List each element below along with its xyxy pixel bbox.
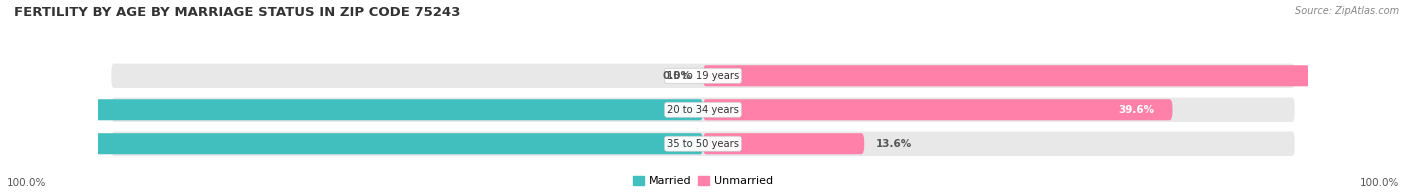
FancyBboxPatch shape [0, 133, 703, 154]
FancyBboxPatch shape [0, 99, 703, 120]
Text: 20 to 34 years: 20 to 34 years [666, 105, 740, 115]
Text: 39.6%: 39.6% [1119, 105, 1154, 115]
FancyBboxPatch shape [703, 65, 1406, 86]
Legend: Married, Unmarried: Married, Unmarried [628, 171, 778, 191]
Text: Source: ZipAtlas.com: Source: ZipAtlas.com [1295, 6, 1399, 16]
FancyBboxPatch shape [703, 99, 1173, 120]
FancyBboxPatch shape [110, 96, 1296, 123]
Text: 13.6%: 13.6% [876, 139, 912, 149]
FancyBboxPatch shape [110, 131, 1296, 157]
Text: 100.0%: 100.0% [7, 178, 46, 188]
Text: 60.4%: 60.4% [4, 105, 41, 115]
Text: 35 to 50 years: 35 to 50 years [666, 139, 740, 149]
Text: FERTILITY BY AGE BY MARRIAGE STATUS IN ZIP CODE 75243: FERTILITY BY AGE BY MARRIAGE STATUS IN Z… [14, 6, 460, 19]
Text: 15 to 19 years: 15 to 19 years [666, 71, 740, 81]
Text: 0.0%: 0.0% [662, 71, 692, 81]
Text: 100.0%: 100.0% [1360, 178, 1399, 188]
FancyBboxPatch shape [110, 63, 1296, 89]
FancyBboxPatch shape [703, 133, 865, 154]
